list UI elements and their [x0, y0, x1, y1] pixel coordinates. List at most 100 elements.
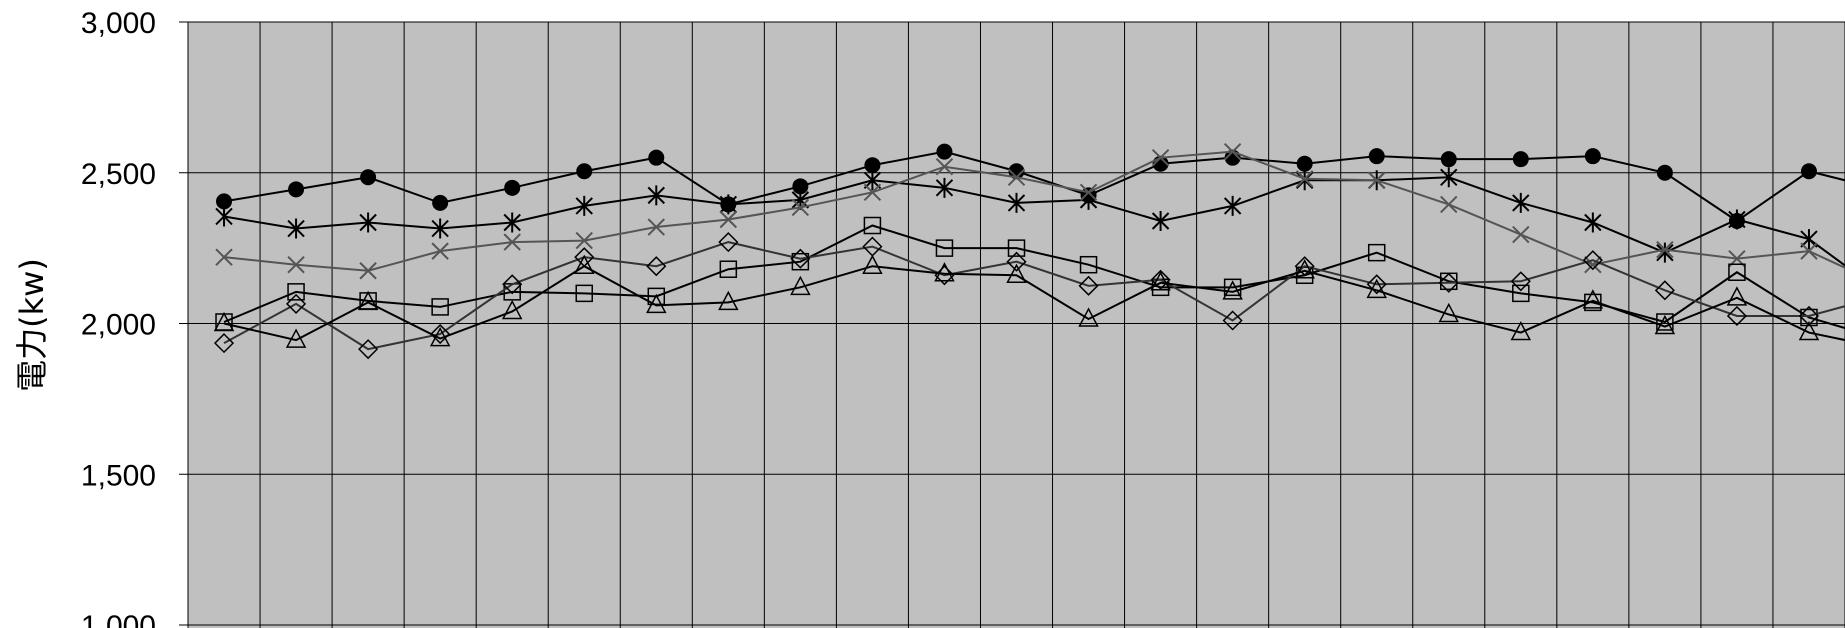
square-marker	[575, 284, 593, 303]
triangle-marker	[1798, 320, 1820, 341]
diamond-marker	[213, 333, 235, 354]
triangle-marker	[790, 275, 811, 296]
diamond-marker	[718, 232, 739, 253]
circle-marker	[360, 169, 377, 186]
x-marker	[287, 255, 305, 274]
diamond-marker	[430, 323, 451, 345]
x-marker	[719, 210, 738, 229]
x-marker	[1440, 195, 1458, 214]
x-marker	[1584, 255, 1602, 274]
circle-marker	[1008, 163, 1025, 180]
star-marker	[935, 177, 954, 198]
x-marker	[791, 198, 810, 217]
triangle-marker	[1438, 302, 1460, 323]
star-marker	[1728, 209, 1746, 230]
series-line	[223, 241, 1845, 351]
square-marker	[1584, 293, 1602, 312]
series-3	[215, 142, 1845, 280]
triangle-marker	[501, 299, 523, 320]
diamond-marker	[646, 256, 667, 277]
diamond-marker	[1438, 272, 1459, 293]
diamond-marker	[1294, 256, 1315, 277]
circle-marker	[1368, 148, 1385, 165]
diamond-marker	[1006, 251, 1027, 272]
square-marker	[1007, 239, 1026, 257]
y-tick-label: 2,000	[81, 309, 156, 342]
y-axis-ticks: 1,000 1,500 2,000 2,500 3,000	[81, 7, 188, 628]
circle-marker	[576, 163, 593, 180]
y-axis-label: 電力(kw)	[13, 258, 51, 392]
star-marker	[503, 212, 521, 233]
star-marker	[1223, 195, 1242, 216]
x-marker	[1368, 171, 1386, 189]
star-marker	[215, 206, 233, 227]
series-line	[223, 150, 1845, 223]
triangle-marker	[1654, 314, 1676, 335]
star-marker	[431, 218, 449, 239]
gridlines	[187, 21, 1845, 628]
diamond-marker	[1078, 275, 1099, 296]
x-marker	[575, 231, 593, 250]
square-marker	[863, 216, 882, 235]
star-marker	[287, 218, 305, 239]
star-marker	[359, 212, 377, 233]
diamond-marker	[1798, 305, 1820, 327]
diamond-marker	[358, 339, 379, 360]
triangle-marker	[357, 290, 379, 311]
triangle-marker	[1078, 307, 1099, 327]
star-marker	[1656, 242, 1674, 263]
triangle-marker	[213, 311, 235, 332]
triangle-marker	[1366, 278, 1387, 299]
triangle-marker	[1222, 280, 1243, 300]
star-marker	[719, 194, 738, 215]
star-marker	[1440, 167, 1458, 188]
circle-marker	[1296, 155, 1313, 172]
diamond-marker	[1726, 305, 1747, 327]
triangle-marker	[429, 326, 451, 347]
square-marker	[431, 298, 449, 316]
diamond-marker	[1654, 280, 1675, 301]
x-marker	[359, 262, 377, 280]
square-marker	[1728, 263, 1746, 281]
diamond-marker	[1150, 269, 1171, 290]
y-tick-label: 2,500	[81, 158, 156, 191]
series-layer	[213, 142, 1845, 360]
series-line	[223, 265, 1845, 342]
star-marker	[1512, 192, 1530, 213]
series-line	[223, 176, 1845, 267]
square-marker	[1367, 243, 1386, 262]
triangle-marker	[1510, 320, 1532, 341]
circle-marker	[504, 179, 521, 196]
diamond-marker	[1366, 274, 1387, 295]
x-marker	[1656, 240, 1674, 259]
triangle-marker	[1006, 263, 1027, 284]
y-tick-label: 1,500	[81, 459, 156, 492]
x-marker	[1512, 225, 1530, 244]
x-marker	[935, 158, 954, 176]
diamond-marker	[1510, 271, 1531, 292]
diamond-marker	[1582, 250, 1603, 271]
circle-marker	[648, 149, 665, 166]
circle-marker	[1584, 148, 1601, 165]
circle-marker	[936, 143, 953, 160]
circle-marker	[864, 157, 881, 174]
x-marker	[503, 233, 521, 251]
triangle-marker	[862, 254, 883, 274]
circle-marker	[1800, 163, 1817, 180]
triangle-marker	[718, 290, 739, 311]
x-marker	[863, 183, 882, 202]
triangle-marker	[1582, 289, 1604, 309]
square-marker	[1079, 255, 1098, 274]
triangle-marker	[573, 254, 595, 274]
triangle-marker	[1294, 259, 1315, 279]
x-marker	[1800, 242, 1818, 260]
triangle-marker	[1150, 271, 1171, 291]
square-marker	[1223, 278, 1242, 297]
x-marker	[1007, 168, 1026, 186]
series-5	[213, 232, 1845, 360]
triangle-marker	[285, 328, 307, 348]
circle-marker	[1512, 151, 1529, 168]
circle-marker	[432, 194, 449, 211]
square-marker	[719, 260, 738, 278]
